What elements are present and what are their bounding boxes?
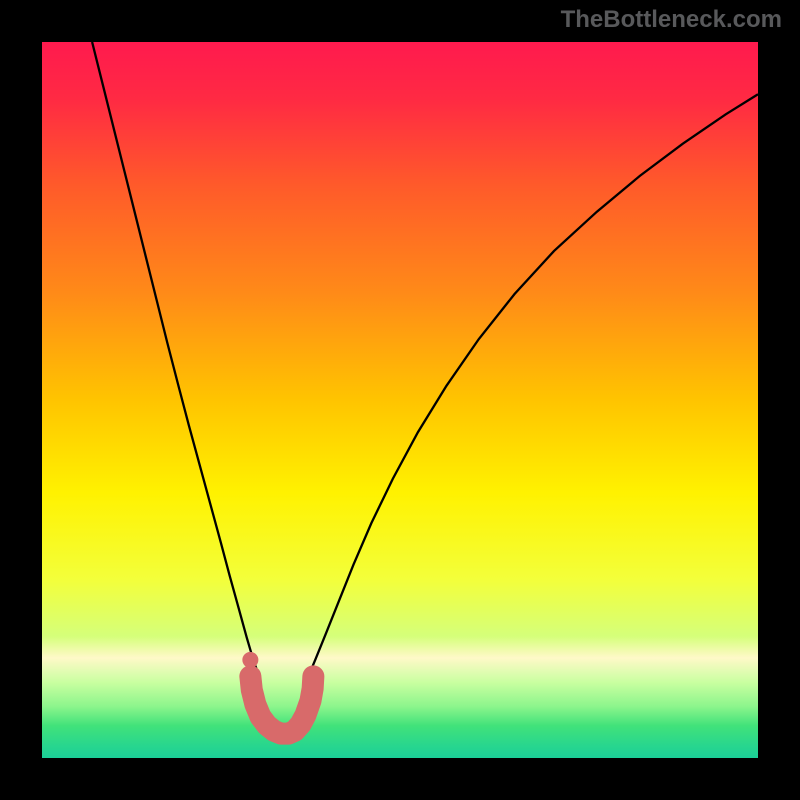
marker-u: [250, 676, 313, 733]
left-curve: [92, 42, 258, 674]
marker-dot: [242, 652, 258, 668]
chart-container: TheBottleneck.com: [0, 0, 800, 800]
watermark-text: TheBottleneck.com: [561, 6, 782, 34]
chart-svg: [42, 42, 758, 758]
right-curve: [308, 94, 758, 676]
plot-area: [42, 42, 758, 758]
